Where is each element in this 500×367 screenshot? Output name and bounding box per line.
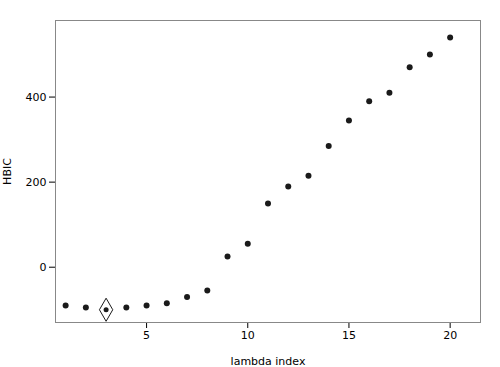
svg-text:20: 20 [443,329,457,342]
svg-text:lambda index: lambda index [231,355,306,367]
svg-text:HBIC: HBIC [1,158,14,185]
svg-text:15: 15 [342,329,356,342]
svg-text:10: 10 [241,329,255,342]
svg-text:200: 200 [26,176,47,189]
svg-text:5: 5 [143,329,150,342]
svg-text:0: 0 [40,261,47,274]
svg-text:400: 400 [26,91,47,104]
